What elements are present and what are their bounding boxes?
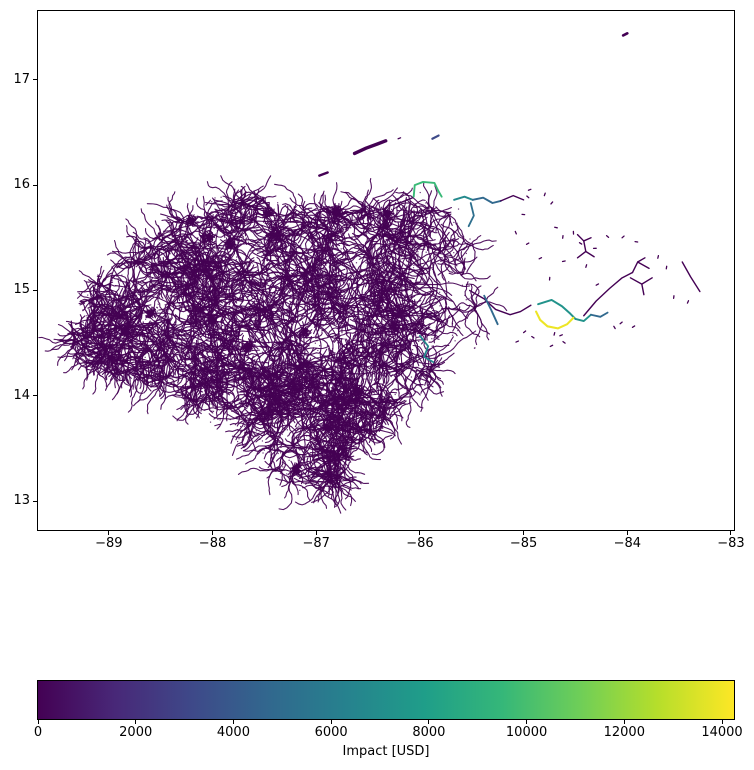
colorbar-gradient bbox=[38, 681, 734, 719]
colorbar-tick-label: 2000 bbox=[119, 725, 153, 740]
y-axis-tick bbox=[33, 79, 37, 81]
colorbar bbox=[37, 680, 735, 720]
colorbar-tick-label: 12000 bbox=[603, 725, 645, 740]
x-axis-tick bbox=[419, 531, 421, 535]
y-axis-tick-label: 13 bbox=[13, 493, 30, 509]
colorbar-tick bbox=[135, 720, 137, 724]
colorbar-tick-label: 4000 bbox=[216, 725, 250, 740]
y-axis-tick bbox=[33, 184, 37, 186]
colorbar-tick-label: 8000 bbox=[412, 725, 446, 740]
x-axis-tick bbox=[212, 531, 214, 535]
x-axis-tick-label: −85 bbox=[509, 536, 538, 551]
y-axis-tick bbox=[33, 289, 37, 291]
colorbar-tick bbox=[330, 720, 332, 724]
road-network-canvas bbox=[38, 11, 734, 530]
x-axis-tick-label: −89 bbox=[95, 536, 123, 551]
colorbar-tick-label: 6000 bbox=[314, 725, 348, 740]
colorbar-tick-label: 10000 bbox=[505, 725, 548, 740]
colorbar-tick-label: 0 bbox=[33, 725, 43, 740]
map-axes bbox=[37, 10, 735, 531]
colorbar-tick bbox=[428, 720, 430, 724]
colorbar-tick bbox=[232, 720, 234, 724]
y-axis-tick bbox=[33, 500, 37, 502]
x-axis-tick-label: −86 bbox=[406, 536, 434, 551]
x-axis-tick bbox=[730, 531, 732, 535]
y-axis-tick-label: 17 bbox=[13, 71, 30, 87]
x-axis-tick-label: −84 bbox=[613, 536, 642, 551]
x-axis-tick bbox=[315, 531, 317, 535]
x-axis-tick-label: −87 bbox=[302, 536, 330, 551]
colorbar-tick bbox=[623, 720, 625, 724]
x-axis-tick bbox=[523, 531, 525, 535]
colorbar-tick bbox=[526, 720, 528, 724]
y-axis-tick-label: 16 bbox=[13, 177, 30, 193]
y-axis-tick bbox=[33, 395, 37, 397]
x-axis-tick bbox=[108, 531, 110, 535]
x-axis-tick bbox=[626, 531, 628, 535]
colorbar-tick bbox=[721, 720, 723, 724]
y-axis-tick-label: 15 bbox=[13, 282, 30, 298]
x-axis-tick-label: −83 bbox=[717, 536, 745, 551]
colorbar-label: Impact [USD] bbox=[342, 744, 430, 759]
colorbar-tick-label: 14000 bbox=[701, 725, 743, 740]
colorbar-tick bbox=[37, 720, 39, 724]
x-axis-tick-label: −88 bbox=[198, 536, 227, 551]
y-axis-tick-label: 14 bbox=[13, 387, 30, 403]
